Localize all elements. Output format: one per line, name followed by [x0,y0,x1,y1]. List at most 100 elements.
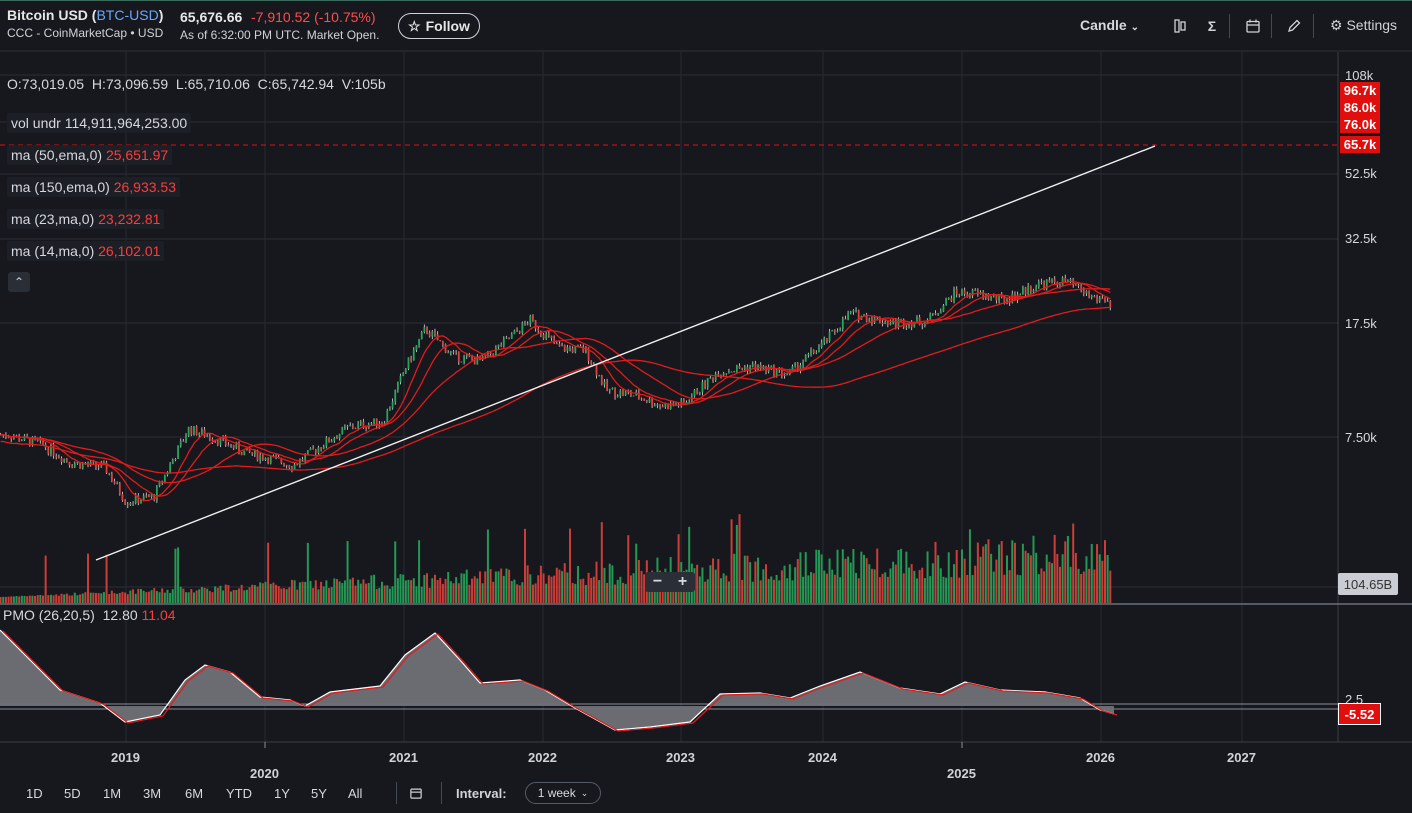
ma-line-2 [0,282,1111,497]
pencil-icon[interactable] [1282,14,1306,38]
candle-body [998,294,1000,301]
settings-button[interactable]: ⚙ Settings [1330,17,1397,34]
calendar-icon[interactable] [407,784,425,802]
candle-body [174,459,177,461]
candle-body [47,447,50,454]
volume-bar [314,580,317,603]
candle-body [63,458,66,463]
candle-body [656,404,659,406]
pmo-signal-line [2,630,1118,732]
candle-body [201,429,203,434]
volume-bar [566,572,569,603]
volume-bar [264,581,267,603]
volume-bar [537,575,540,603]
collapse-indicators-button[interactable]: ⌃ [8,272,30,292]
candle-body [595,365,598,376]
volume-bar [516,584,519,603]
candle-body [661,406,664,408]
volume-bar [386,585,389,603]
candle-body [1074,284,1077,286]
candle-body [786,374,789,376]
volume-bar [346,541,349,603]
volume-bar [224,584,227,603]
range-button-5y[interactable]: 5Y [311,786,327,801]
candle-body [563,344,566,352]
sigma-icon[interactable]: Σ [1207,18,1217,34]
candle-body [881,322,884,325]
candle-body [293,464,296,470]
candle-body [508,337,511,339]
candle-body [171,459,174,465]
pmo-line [0,629,1115,731]
candle-body [627,391,630,393]
volume-bar [177,547,180,603]
volume-bar [579,579,582,603]
candle-body [619,390,622,396]
range-button-ytd[interactable]: YTD [226,786,252,801]
volume-bar [714,569,717,603]
volume-bar [616,579,619,603]
volume-bar [862,554,865,603]
volume-bar [783,565,786,603]
volume-bar [624,583,627,603]
indicator-row: ma (14,ma,0) 26,102.01 [7,241,165,261]
candle-body [945,298,947,306]
candle-body [134,495,137,504]
volume-bar [746,555,749,603]
range-button-3m[interactable]: 3M [143,786,162,801]
volume-bar [939,568,942,603]
volume-bar [71,595,74,603]
volume-bar [754,561,757,603]
chart-type-dropdown[interactable]: Candle ⌄ [1080,17,1139,33]
candle-body [1096,297,1098,301]
volume-bar [1085,556,1088,603]
candle-body [897,319,900,327]
interval-dropdown[interactable]: 1 week ⌄ [525,782,601,804]
volume-bar [420,586,423,603]
volume-bar [65,593,68,603]
candle-body [751,363,754,367]
indicator-label: ma (23,ma,0) [11,211,99,227]
zoom-in-button[interactable]: + [677,573,688,590]
volume-bars [0,514,1112,603]
follow-button[interactable]: ☆ Follow [398,13,480,39]
range-button-5d[interactable]: 5D [64,786,81,801]
zoom-out-button[interactable]: − [652,573,663,590]
range-button-1y[interactable]: 1Y [274,786,290,801]
volume-bar [897,550,900,603]
candle-body [1045,279,1048,289]
candle-body [431,331,434,337]
candle-body [1080,284,1083,291]
volume-bar [166,589,169,603]
range-button-6m[interactable]: 6M [185,786,204,801]
indicator-label: ma (50,ema,0) [11,147,106,163]
range-button-1d[interactable]: 1D [26,786,43,801]
volume-bar [328,587,331,603]
candle-body [693,389,696,397]
volume-bar [958,577,961,603]
compare-icon[interactable] [1168,14,1192,38]
ohlc-close: C:65,742.94 [257,76,334,92]
volume-bar [741,579,744,603]
volume-bar [370,575,373,603]
range-button-1m[interactable]: 1M [103,786,122,801]
volume-bar [121,591,124,603]
volume-bar [600,522,603,603]
volume-bar [799,552,802,603]
range-button-all[interactable]: All [348,786,363,801]
candle-body [463,355,465,362]
instrument-symbol-link[interactable]: BTC-USD [96,7,159,23]
volume-bar [248,587,251,603]
chart-type-label: Candle [1080,17,1127,33]
volume-bar [351,577,354,603]
candle-body [849,311,852,314]
candle-body [137,495,140,504]
calendar-icon[interactable] [1241,14,1265,38]
candle-body [373,418,375,424]
drawings [95,145,1156,561]
time-axis-label: 2027 [1227,750,1256,765]
candle-body [121,494,124,501]
volume-bar [418,540,421,603]
volume-bar [1103,540,1106,603]
